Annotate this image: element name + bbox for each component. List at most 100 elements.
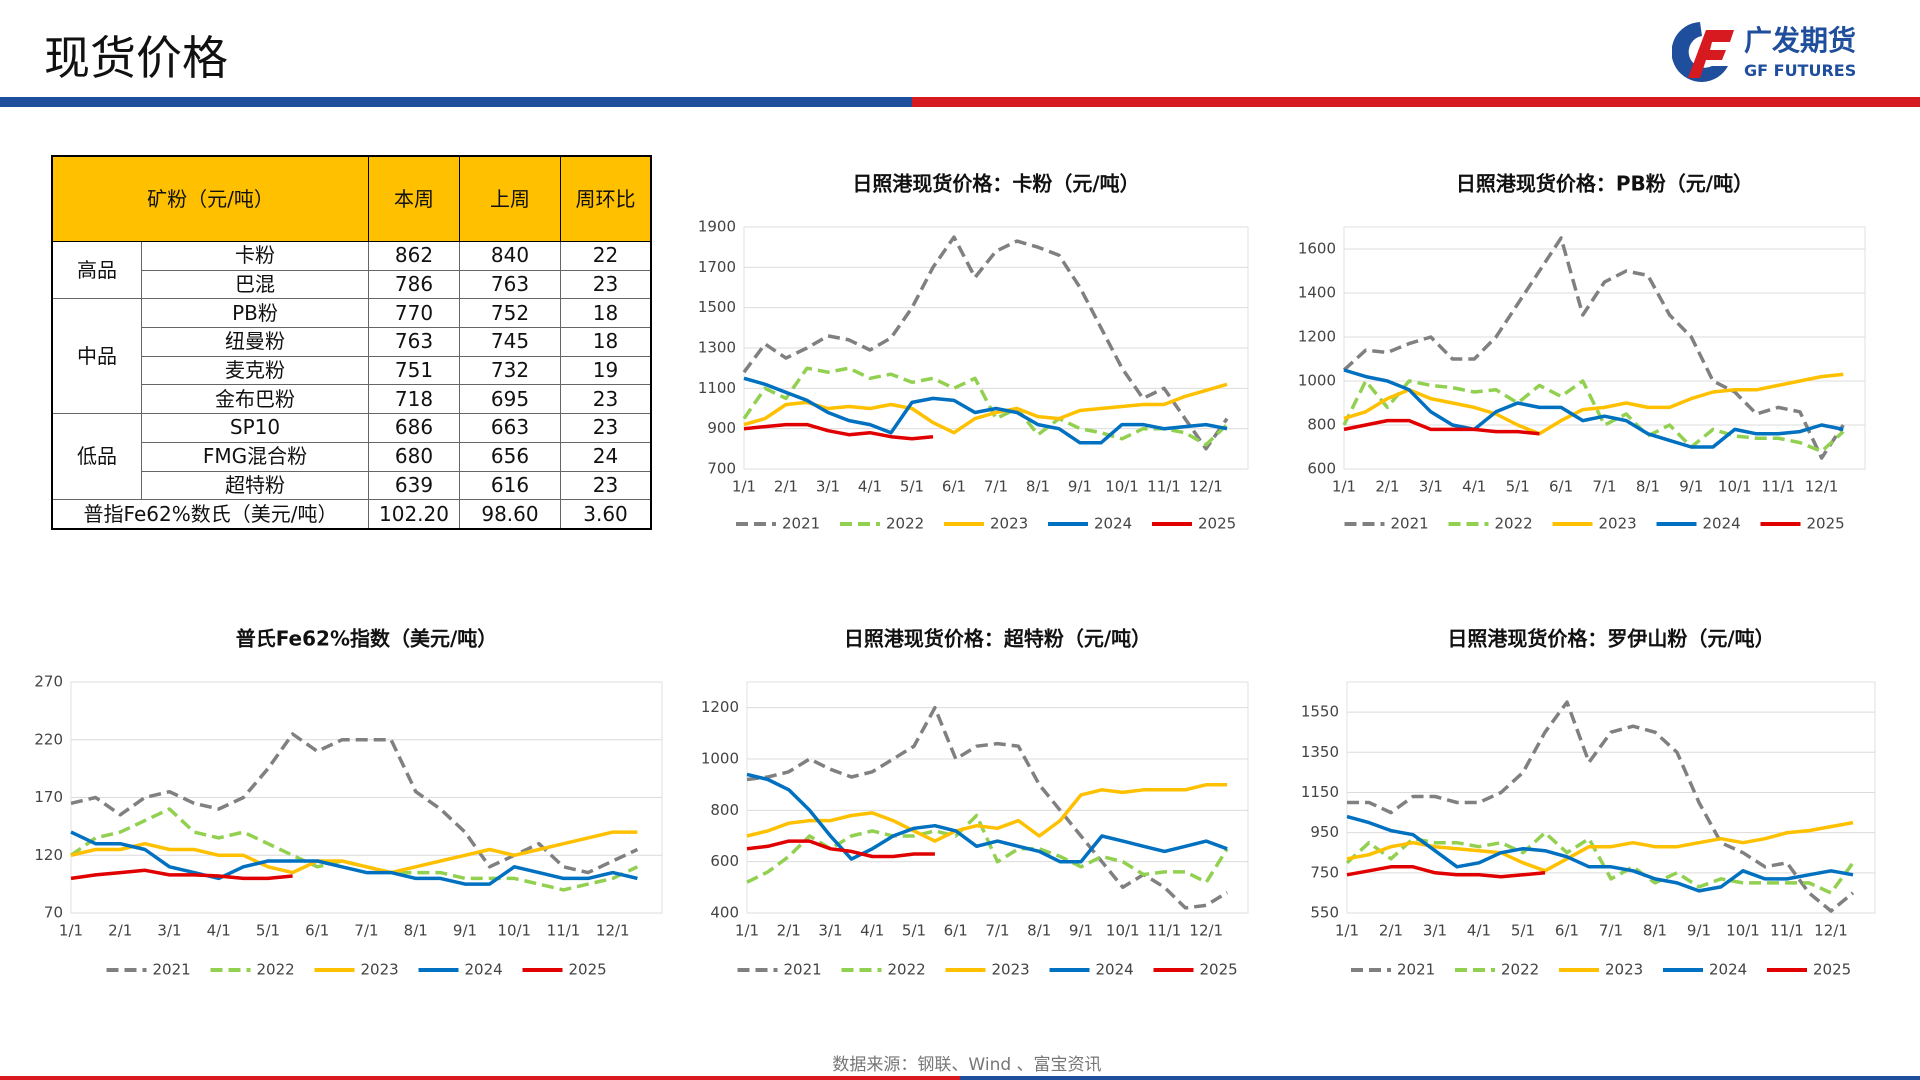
x-tick-label: 7/1: [1599, 922, 1623, 940]
x-tick-label: 6/1: [1549, 478, 1573, 496]
x-tick-label: 1/1: [1332, 478, 1356, 496]
x-tick-label: 1/1: [1335, 922, 1359, 940]
x-tick-label: 12/1: [1814, 922, 1848, 940]
legend-label: 2024: [1709, 961, 1747, 979]
table-cell: 18: [560, 327, 652, 357]
chart-title: 日照港现货价格：卡粉（元/吨）: [852, 172, 1139, 196]
x-tick-label: 1/1: [59, 922, 83, 940]
table-cell: 718: [368, 384, 460, 415]
series-line: [69, 807, 639, 892]
table-cell: 686: [368, 413, 460, 443]
logo-text: 广发期货: [1744, 24, 1856, 57]
table-cell: 745: [459, 327, 561, 357]
table-cell: 639: [368, 470, 460, 501]
x-tick-label: 2/1: [1375, 478, 1399, 496]
x-tick-label: 4/1: [860, 922, 884, 940]
y-tick-label: 1700: [698, 258, 736, 276]
table-row: 高品 卡粉 862 840 22: [51, 240, 652, 300]
table-cell: 23: [560, 413, 652, 443]
series-line: [1343, 368, 1844, 449]
series-line: [1342, 236, 1845, 460]
table-cell: 862: [368, 241, 460, 271]
series-line: [1343, 418, 1540, 436]
x-tick-label: 6/1: [1555, 922, 1579, 940]
table-row: 金布巴粉 718 695 23: [52, 384, 652, 415]
chart-title: 日照港现货价格：超特粉（元/吨）: [844, 627, 1151, 651]
table-cell: 656: [459, 441, 561, 472]
footer-bar: [0, 1076, 960, 1080]
x-tick-label: 3/1: [157, 922, 181, 940]
table-cell: 3.60: [560, 499, 652, 530]
y-tick-label: 70: [44, 904, 63, 922]
y-tick-label: 1300: [698, 339, 736, 357]
x-tick-label: 4/1: [1467, 922, 1491, 940]
table-row: 巴混 786 763 23: [52, 269, 652, 300]
series-line: [1345, 830, 1855, 895]
legend-label: 2024: [465, 961, 503, 979]
table-cell: 18: [560, 298, 652, 329]
table-cell: 770: [368, 298, 460, 329]
legend-label: 2024: [1703, 515, 1741, 533]
x-tick-label: 9/1: [1068, 478, 1092, 496]
x-tick-label: 7/1: [984, 478, 1008, 496]
table-cell: 19: [560, 355, 652, 386]
series-line: [742, 235, 1229, 451]
y-tick-label: 1400: [1298, 284, 1336, 302]
series-line: [743, 382, 1228, 435]
x-tick-label: 4/1: [1462, 478, 1486, 496]
x-tick-label: 11/1: [1770, 922, 1804, 940]
x-tick-label: 12/1: [1189, 922, 1223, 940]
table-cell: 本周: [368, 155, 460, 242]
x-tick-label: 10/1: [1718, 478, 1752, 496]
x-tick-label: 4/1: [207, 922, 231, 940]
series-line: [746, 705, 1229, 910]
series-line: [1346, 814, 1854, 893]
series-line: [1346, 865, 1546, 879]
logo-icon: [1688, 30, 1734, 78]
table-cell: SP10: [141, 413, 369, 443]
x-tick-label: 10/1: [1105, 478, 1139, 496]
series-line: [746, 782, 1228, 843]
table-cell: 矿粉（元/吨）: [51, 155, 369, 242]
x-tick-label: 4/1: [858, 478, 882, 496]
table-cell: 普指Fe62%数氏（美元/吨）: [51, 499, 369, 530]
logo-icon: [1672, 22, 1728, 82]
y-tick-label: 750: [1310, 863, 1339, 881]
x-tick-label: 1/1: [732, 478, 756, 496]
series-line: [70, 830, 638, 886]
table-cell: PB粉: [141, 298, 369, 329]
y-tick-label: 800: [710, 801, 739, 819]
series-line: [70, 830, 638, 875]
x-tick-label: 12/1: [596, 922, 630, 940]
x-tick-label: 5/1: [256, 922, 280, 940]
table-cell: 低品: [51, 413, 143, 501]
legend-label: 2022: [888, 961, 926, 979]
x-tick-label: 6/1: [942, 478, 966, 496]
y-tick-label: 800: [1307, 416, 1336, 434]
x-tick-label: 1/1: [735, 922, 759, 940]
series-line: [1343, 372, 1844, 436]
legend-label: 2022: [1495, 515, 1533, 533]
table-row: 纽曼粉 763 745 18: [52, 327, 652, 357]
table-cell: 616: [459, 470, 561, 501]
x-tick-label: 5/1: [1511, 922, 1535, 940]
y-tick-label: 1000: [701, 750, 739, 768]
x-tick-label: 2/1: [1379, 922, 1403, 940]
legend-label: 2023: [1599, 515, 1637, 533]
series-line: [743, 422, 934, 441]
x-tick-label: 6/1: [305, 922, 329, 940]
table-row: 矿粉（元/吨） 本周 上周 周环比: [51, 155, 652, 242]
x-tick-label: 9/1: [1069, 922, 1093, 940]
logo-text: GF FUTURES: [1744, 61, 1856, 80]
x-tick-label: 11/1: [1147, 478, 1181, 496]
table-cell: 纽曼粉: [141, 327, 369, 357]
table-cell: 840: [459, 241, 561, 271]
legend-label: 2023: [992, 961, 1030, 979]
table-cell: 23: [560, 384, 652, 415]
y-tick-label: 170: [34, 788, 63, 806]
x-tick-label: 7/1: [1592, 478, 1616, 496]
y-tick-label: 700: [707, 460, 736, 478]
table-cell: 680: [368, 441, 460, 472]
y-tick-label: 1200: [701, 698, 739, 716]
x-tick-label: 9/1: [1687, 922, 1711, 940]
